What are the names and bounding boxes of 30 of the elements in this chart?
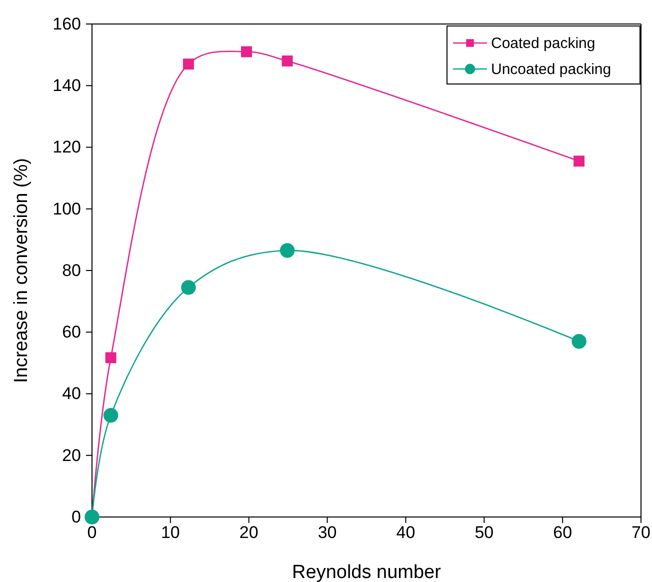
y-tick-label: 140 xyxy=(52,76,81,96)
point xyxy=(574,156,585,167)
point xyxy=(105,352,116,364)
y-tick-label: 80 xyxy=(62,260,81,280)
x-tick-label: 40 xyxy=(396,523,416,542)
legend-label: Uncoated packing xyxy=(491,61,612,78)
y-tick-label: 0 xyxy=(72,507,81,526)
y-tick-label: 160 xyxy=(52,14,81,34)
point xyxy=(241,46,252,58)
x-tick-label: 0 xyxy=(87,523,97,542)
x-tick-label: 70 xyxy=(632,523,650,542)
x-tick-label: 10 xyxy=(160,523,180,542)
y-tick-label: 120 xyxy=(52,138,81,157)
y-tick-label: 60 xyxy=(62,322,81,342)
point xyxy=(280,243,295,258)
x-tick-label: 60 xyxy=(553,523,572,542)
point xyxy=(103,408,118,423)
y-axis-title: Increase in conversion (%) xyxy=(11,158,32,383)
x-axis-title: Reynolds number xyxy=(292,562,442,582)
x-tick-label: 50 xyxy=(474,523,494,542)
y-tick-label: 20 xyxy=(62,446,81,465)
x-tick-label: 30 xyxy=(318,523,337,542)
point xyxy=(182,58,194,70)
point xyxy=(572,334,586,349)
y-tick-label: 40 xyxy=(62,384,81,404)
x-tick-label: 20 xyxy=(239,523,258,542)
point xyxy=(181,280,196,295)
legend-label: Coated packing xyxy=(491,35,596,52)
point xyxy=(282,56,293,66)
y-tick-label: 100 xyxy=(52,199,81,218)
